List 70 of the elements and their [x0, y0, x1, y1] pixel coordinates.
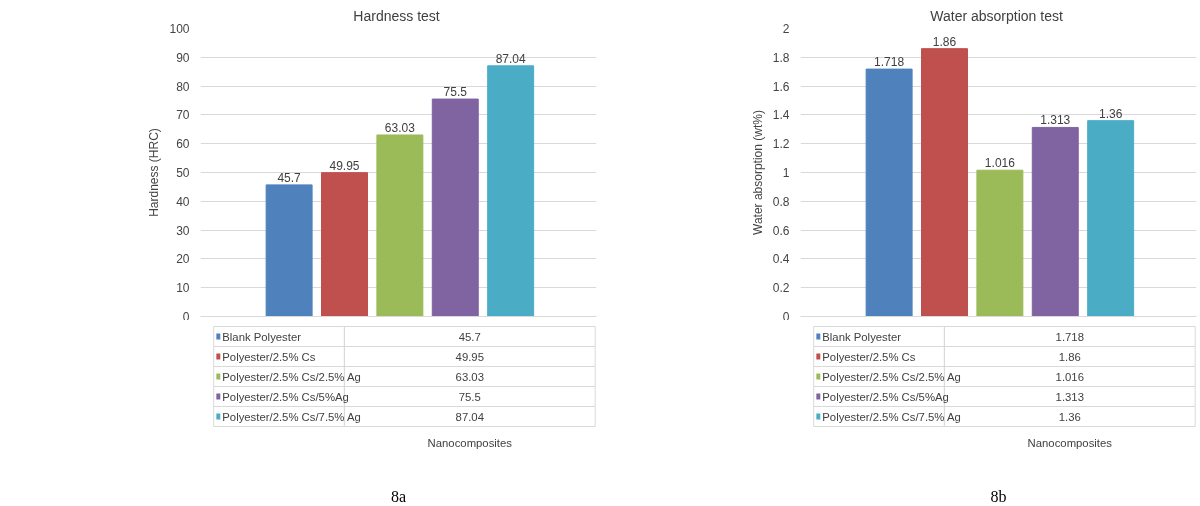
text: 1.718: [1055, 330, 1084, 343]
y-tick-label: 80: [176, 79, 190, 94]
data-label: 1.36: [1098, 106, 1123, 121]
text: 45.7: [458, 330, 481, 343]
text: 75.5: [458, 390, 481, 403]
x-axis-title: Nanocomposites: [1027, 436, 1113, 449]
bar: [865, 68, 913, 317]
y-tick-label: 1: [782, 166, 790, 180]
chart-title: Water absorption test: [930, 7, 1063, 24]
bar: [321, 172, 368, 317]
y-tick-label: 1.2: [772, 137, 790, 152]
y-tick-label: 2: [782, 22, 790, 36]
data-label: 1.86: [932, 34, 957, 49]
y-tick-label: 60: [176, 137, 190, 152]
y-axis-title: Water absorption (wt%): [750, 110, 765, 235]
data-label: 45.7: [277, 170, 302, 185]
text: 49.95: [455, 350, 484, 363]
legend-label: Polyester/2.5% Cs: [222, 350, 316, 363]
data-label: 75.5: [443, 85, 468, 100]
y-tick-label: 0: [182, 309, 190, 324]
y-tick-label: 1.8: [772, 50, 790, 65]
y-tick-label: 70: [176, 108, 190, 123]
text: 8a: [390, 488, 407, 505]
y-tick-label: 40: [176, 194, 190, 209]
text: 8b: [990, 488, 1007, 505]
y-tick-label: 1.4: [772, 108, 790, 123]
y-tick-label: 10: [176, 281, 190, 296]
legend-label: Polyester/2.5% Cs/2.5% Ag: [222, 370, 361, 383]
bar: [921, 48, 968, 317]
bar: [1031, 126, 1079, 317]
text: 1.016: [1055, 370, 1084, 383]
y-tick-label: 0.8: [772, 194, 790, 209]
legend-label: Blank Polyester: [222, 330, 302, 343]
y-tick-label: 20: [176, 252, 190, 267]
legend-label: Polyester/2.5% Cs/7.5% Ag: [822, 410, 961, 423]
data-label: 1.016: [984, 156, 1016, 171]
text: 1.313: [1055, 390, 1084, 403]
legend-label: Blank Polyester: [822, 330, 902, 343]
legend-label: Polyester/2.5% Cs/5%Ag: [222, 390, 349, 403]
text: 63.03: [455, 370, 484, 383]
legend-label: Polyester/2.5% Cs/5%Ag: [822, 390, 949, 403]
text: 1.86: [1058, 350, 1081, 363]
y-tick-label: 0.6: [772, 223, 790, 238]
y-tick-label: 50: [176, 166, 190, 180]
y-tick-label: 1.6: [772, 79, 790, 94]
text: 87.04: [455, 410, 484, 423]
data-label: 1.313: [1040, 113, 1071, 128]
legend-label: Polyester/2.5% Cs: [822, 350, 916, 363]
y-axis-title: Hardness (HRC): [147, 128, 162, 217]
data-label: 1.718: [874, 55, 905, 70]
legend-label: Polyester/2.5% Cs/7.5% Ag: [222, 410, 361, 423]
y-tick-label: 100: [169, 22, 190, 36]
y-tick-label: 0.4: [772, 252, 790, 267]
bar: [487, 65, 535, 317]
data-label: 87.04: [495, 51, 526, 66]
x-axis-title: Nanocomposites: [427, 436, 513, 449]
bar: [431, 98, 479, 317]
y-tick-label: 0: [782, 309, 790, 324]
data-label: 63.03: [384, 120, 416, 135]
y-tick-label: 90: [176, 50, 190, 65]
y-tick-label: 30: [176, 223, 190, 238]
data-label: 49.95: [329, 158, 360, 173]
text: 1.36: [1058, 410, 1081, 423]
chart-title: Hardness test: [353, 7, 440, 24]
bar: [1087, 120, 1135, 317]
bar: [265, 184, 313, 317]
legend-label: Polyester/2.5% Cs/2.5% Ag: [822, 370, 961, 383]
bar: [376, 134, 424, 317]
y-tick-label: 0.2: [772, 281, 790, 296]
bar: [976, 169, 1024, 317]
